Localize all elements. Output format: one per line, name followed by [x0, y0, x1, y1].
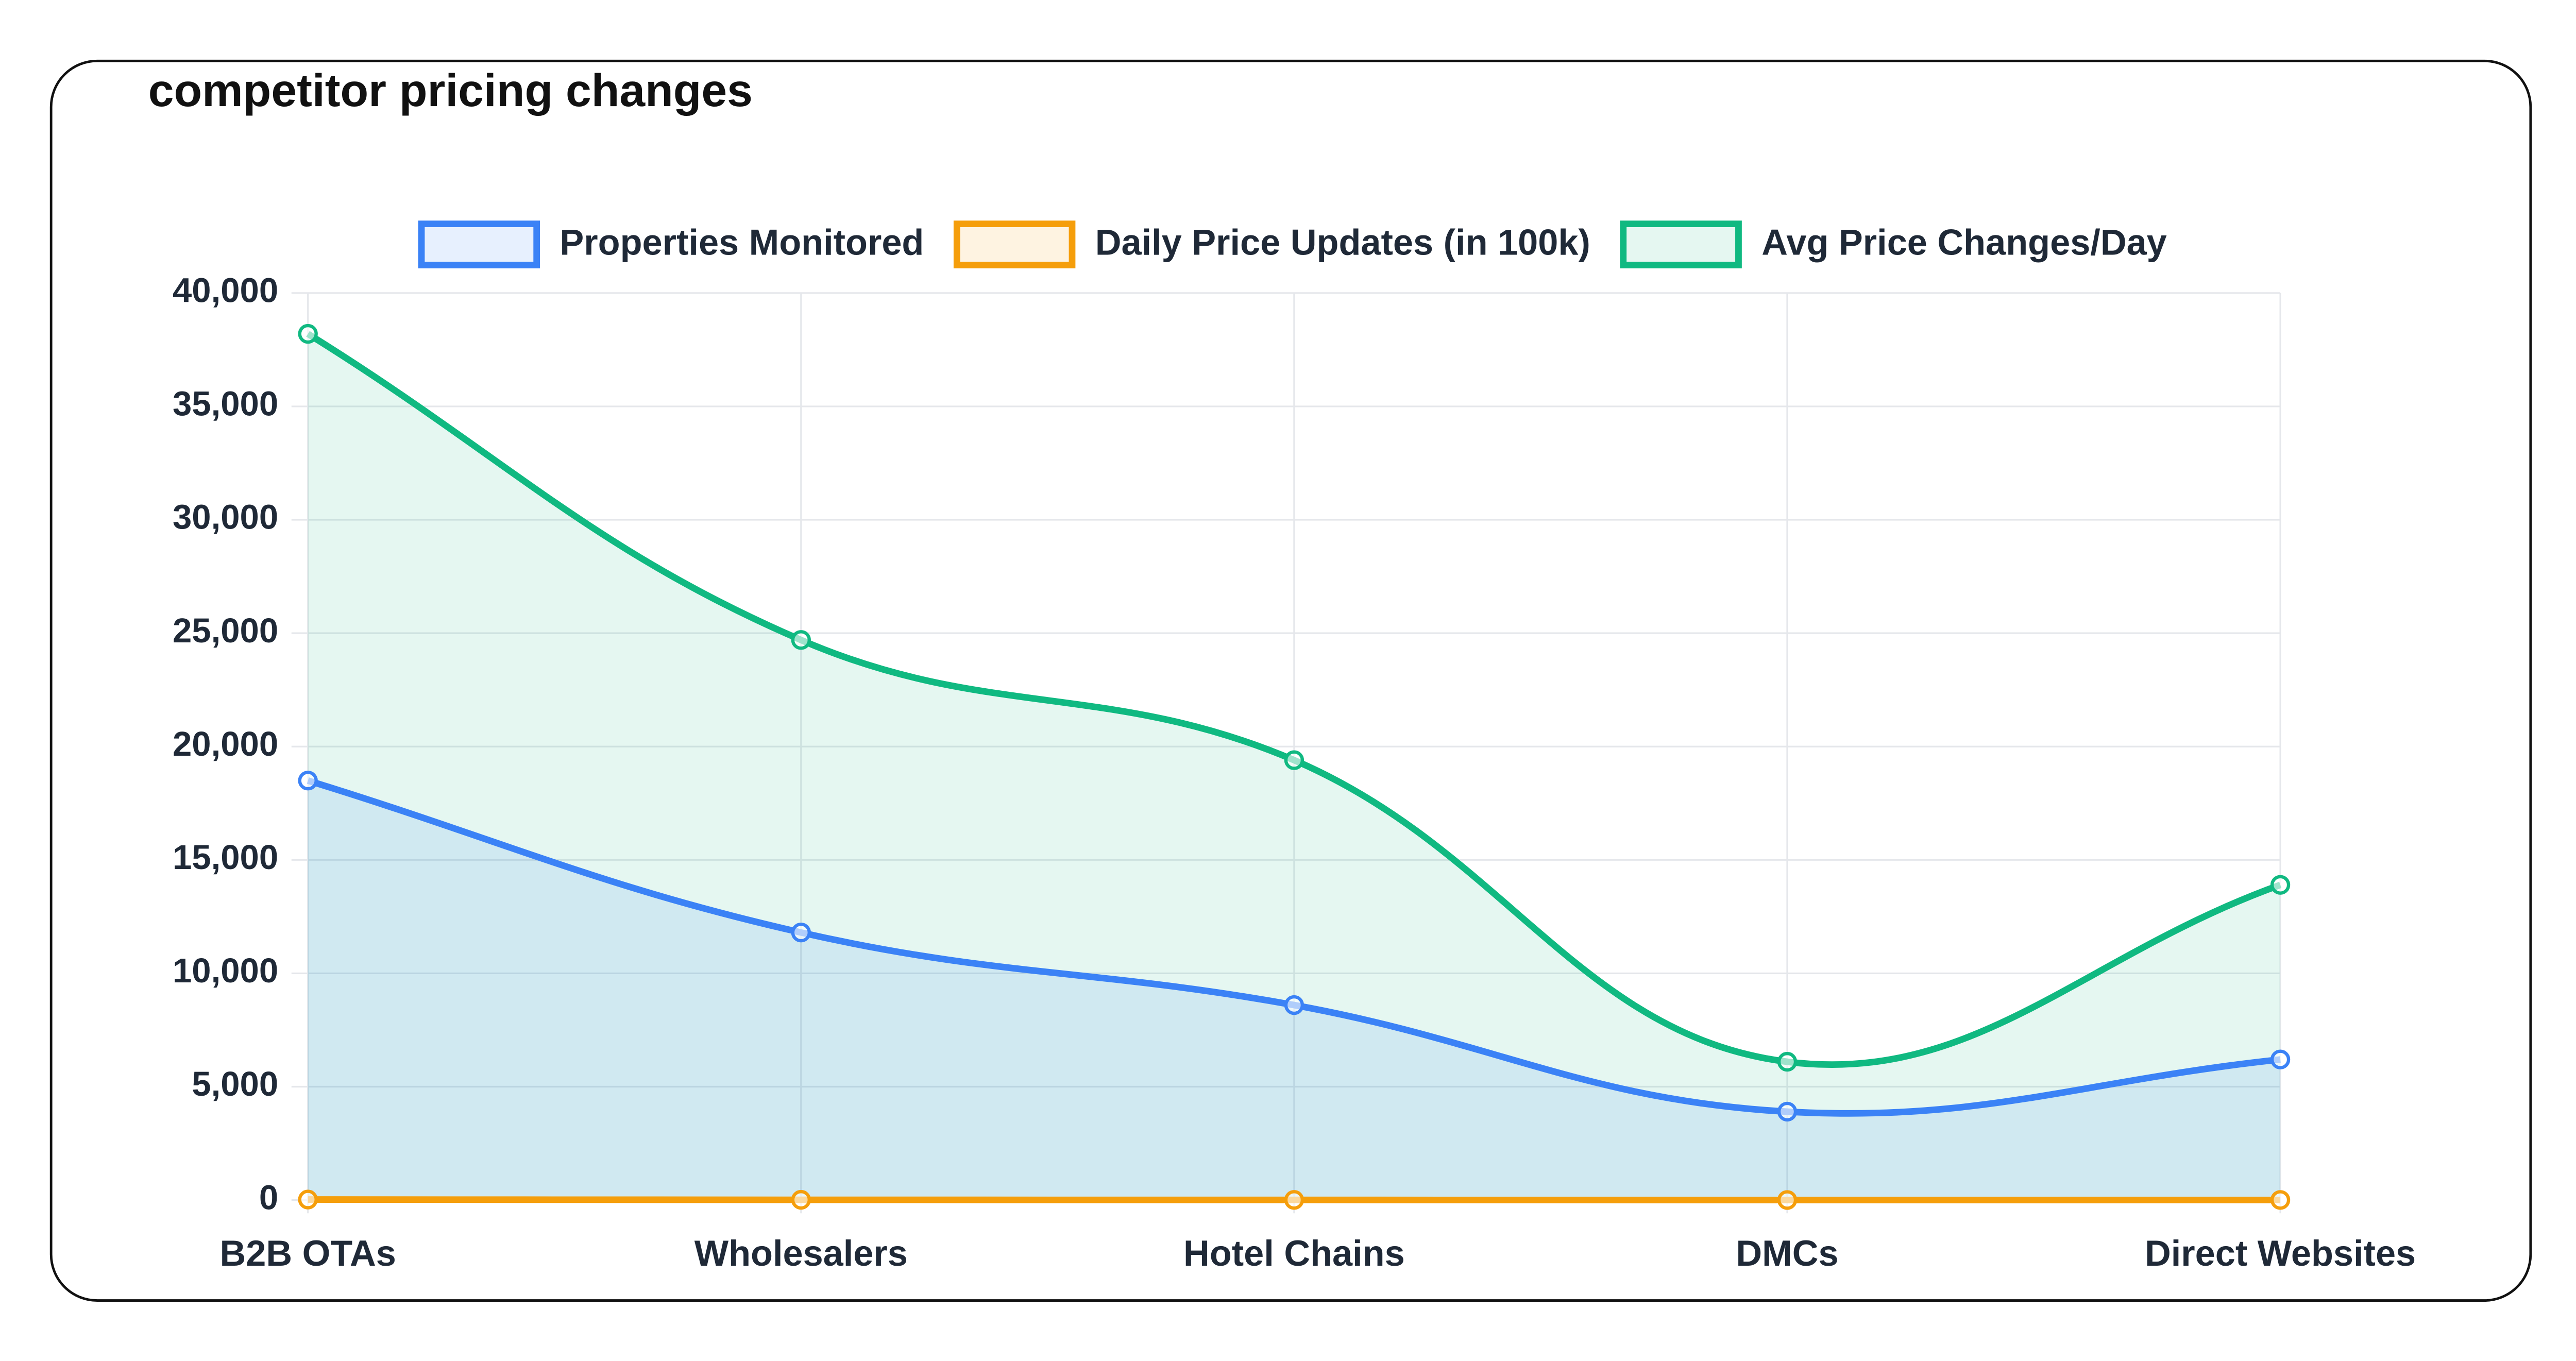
card-border: [49, 59, 2532, 1302]
data-point: [1777, 1051, 1798, 1072]
data-point: [298, 1189, 318, 1210]
y-tick-label: 15,000: [173, 838, 278, 877]
data-point: [1284, 750, 1304, 770]
data-point: [1777, 1101, 1798, 1122]
y-tick-label: 35,000: [173, 385, 278, 423]
data-point: [1284, 995, 1304, 1015]
legend-swatch: [418, 220, 540, 268]
x-tick-label: Direct Websites: [2145, 1233, 2416, 1273]
x-tick-label: DMCs: [1736, 1233, 1838, 1273]
legend-label: Properties Monitored: [560, 222, 924, 263]
y-tick-label: 10,000: [173, 951, 278, 990]
y-tick-label: 5,000: [192, 1065, 278, 1103]
x-tick-label: Hotel Chains: [1183, 1233, 1405, 1273]
data-point: [2270, 1190, 2291, 1210]
legend-swatch: [953, 220, 1076, 268]
data-point: [791, 923, 811, 943]
y-tick-label: 30,000: [173, 498, 278, 537]
x-tick-label: B2B OTAs: [219, 1233, 396, 1273]
y-tick-label: 40,000: [173, 271, 278, 310]
y-tick-label: 0: [259, 1178, 278, 1217]
data-point: [298, 771, 318, 791]
y-tick-label: 20,000: [173, 725, 278, 763]
data-point: [2270, 1049, 2291, 1069]
chart-title: competitor pricing changes: [148, 64, 753, 116]
legend-swatch: [1620, 220, 1742, 268]
data-point: [298, 324, 318, 344]
legend-label: Daily Price Updates (in 100k): [1095, 222, 1590, 263]
data-point: [2270, 875, 2291, 895]
data-point: [791, 1189, 811, 1210]
legend-label: Avg Price Changes/Day: [1761, 222, 2167, 263]
data-point: [1284, 1190, 1304, 1210]
legend: Properties Monitored Daily Price Updates …: [418, 220, 2167, 268]
data-point: [1777, 1190, 1798, 1210]
data-point: [791, 630, 811, 650]
series-area: [308, 780, 2281, 1200]
y-tick-label: 25,000: [173, 611, 278, 650]
x-tick-label: Wholesalers: [694, 1233, 908, 1273]
